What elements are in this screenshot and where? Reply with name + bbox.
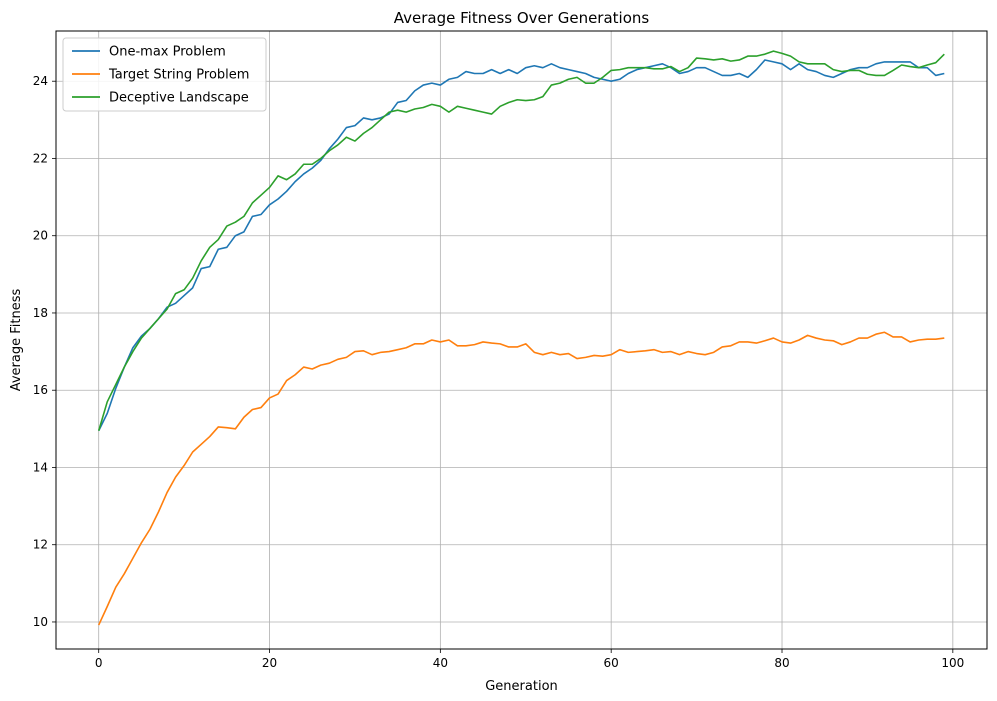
x-tick-label: 20 <box>262 656 277 670</box>
x-axis-label: Generation <box>485 679 558 694</box>
chart-title: Average Fitness Over Generations <box>394 9 650 27</box>
y-tick-label: 10 <box>33 615 48 629</box>
x-tick-label: 0 <box>95 656 103 670</box>
series-line <box>97 50 945 431</box>
x-tick-label: 60 <box>604 656 619 670</box>
y-axis: 10 12 14 16 18 20 22 24 <box>33 74 56 629</box>
legend: One-max Problem Target String Problem Dece… <box>62 37 267 112</box>
x-tick-label: 100 <box>941 656 964 670</box>
series-layer <box>97 50 945 626</box>
plot-frame <box>55 30 988 650</box>
y-axis-label: Average Fitness <box>9 289 24 392</box>
y-tick-label: 24 <box>33 74 48 88</box>
legend-label: One-max Problem <box>109 45 226 60</box>
y-tick-label: 12 <box>33 538 48 552</box>
y-tick-label: 16 <box>33 383 48 397</box>
legend-box <box>62 37 267 112</box>
series-line <box>97 59 945 432</box>
grid <box>56 31 987 649</box>
legend-label: Target String Problem <box>108 68 249 83</box>
series-line <box>97 331 945 626</box>
x-axis: 0 20 40 60 80 100 <box>95 649 964 670</box>
x-tick-label: 40 <box>433 656 448 670</box>
y-tick-label: 20 <box>33 229 48 243</box>
legend-label: Deceptive Landscape <box>109 91 249 106</box>
y-tick-label: 18 <box>33 306 48 320</box>
y-tick-label: 14 <box>33 460 48 474</box>
x-tick-label: 80 <box>774 656 789 670</box>
y-tick-label: 22 <box>33 151 48 165</box>
